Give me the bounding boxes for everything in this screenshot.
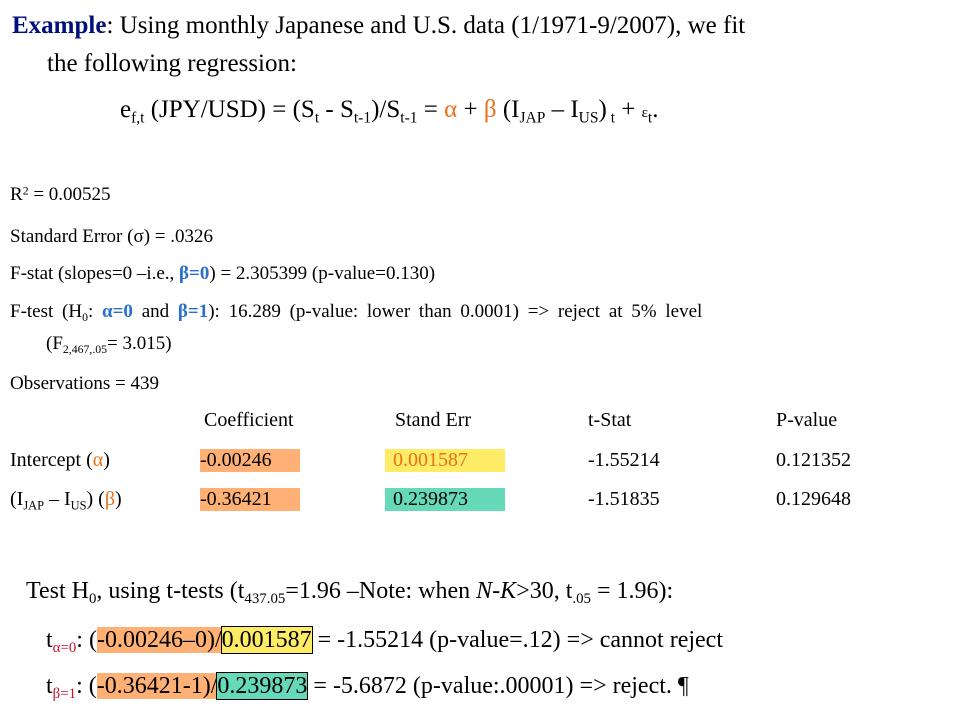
t1-stand-err: 0.001587	[220, 626, 313, 654]
t2-stand-err: 0.239873	[216, 672, 309, 700]
standard-error: Standard Error (σ) = .0326	[10, 226, 213, 247]
intro-line-1: Example: Using monthly Japanese and U.S.…	[12, 12, 745, 40]
header-coefficient: Coefficient	[204, 409, 294, 431]
regression-equation: ef,t (JPY/USD) = (St - St-1)/St-1 = α + …	[120, 96, 659, 127]
intercept-t-stat: -1.55214	[588, 449, 660, 471]
t-test-alpha: tα=0: (-0.00246–0)/0.001587 = -1.55214 (…	[46, 626, 723, 657]
intercept-stand-err: 0.001587	[385, 449, 505, 472]
header-p-value: P-value	[776, 409, 838, 431]
intro-text: : Using monthly Japanese and U.S. data (…	[106, 12, 746, 39]
beta-symbol: β	[483, 96, 497, 123]
t2-coefficient: -0.36421	[96, 673, 183, 699]
beta-p-value: 0.129648	[776, 488, 851, 510]
intercept-coefficient: -0.00246	[200, 449, 300, 472]
test-heading: Test H0, using t-tests (t437.05=1.96 –No…	[26, 578, 674, 608]
f-test: F-test (H0: α=0 and β=1): 16.289 (p-valu…	[10, 301, 703, 325]
row-intercept-label: Intercept (α)	[10, 449, 110, 471]
header-stand-err: Stand Err	[395, 409, 472, 431]
beta-t-stat: -1.51835	[588, 488, 660, 510]
f-critical: (F2,467,.05= 3.015)	[46, 333, 172, 357]
row-beta-label: (IJAP – IUS) (β)	[10, 488, 122, 513]
r-squared: R2 = 0.00525	[10, 184, 111, 205]
t1-coefficient: -0.00246	[96, 627, 183, 653]
example-label: Example	[12, 12, 107, 39]
f-stat: F-stat (slopes=0 –i.e., β=0) = 2.305399 …	[10, 263, 436, 284]
intercept-p-value: 0.121352	[776, 449, 851, 471]
beta-stand-err: 0.239873	[385, 488, 505, 511]
alpha-symbol: α	[444, 96, 458, 123]
t-test-beta: tβ=1: (-0.36421-1)/0.239873 = -5.6872 (p…	[46, 672, 689, 703]
beta-coefficient: -0.36421	[200, 488, 300, 511]
observations: Observations = 439	[10, 373, 159, 394]
header-t-stat: t-Stat	[588, 409, 632, 431]
intro-line-2: the following regression:	[47, 50, 297, 77]
